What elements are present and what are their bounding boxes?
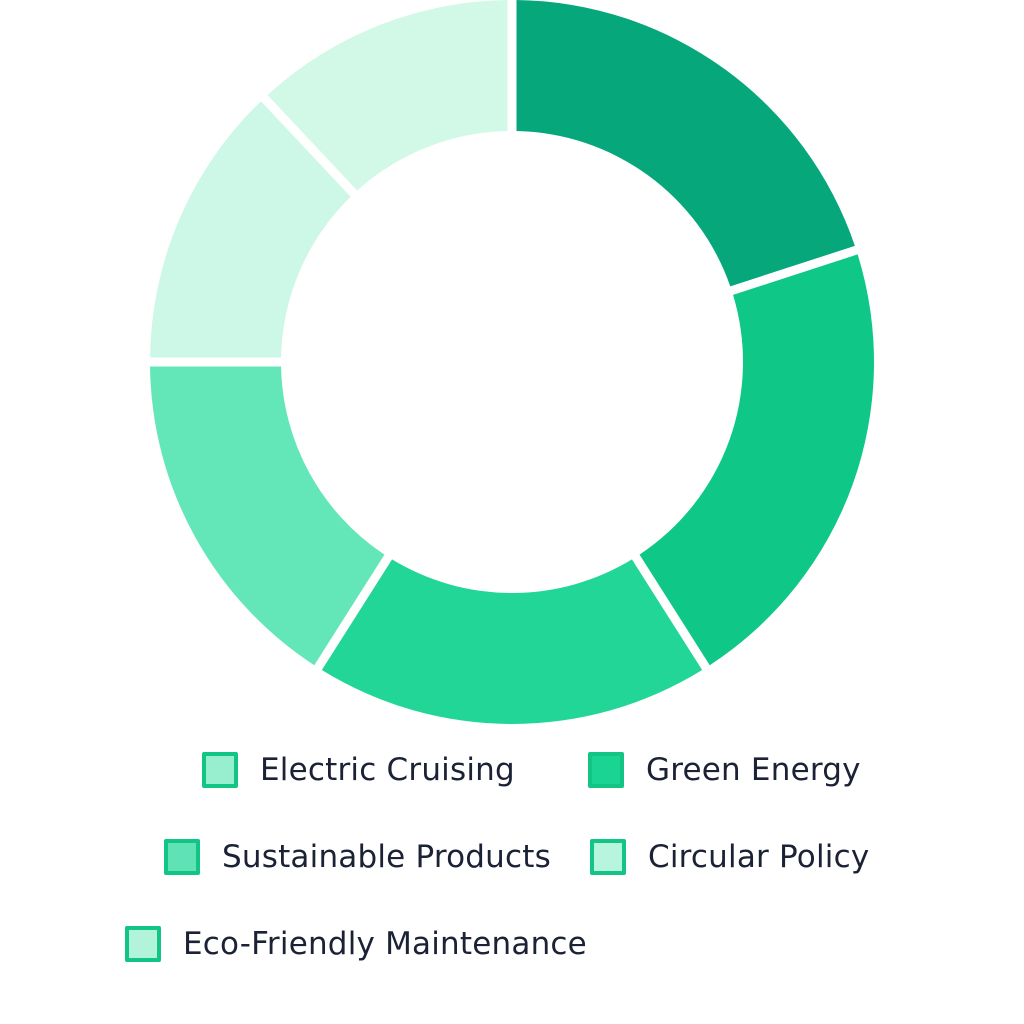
legend-item-circular-policy: Circular Policy xyxy=(590,835,869,879)
legend-item-green-energy: Green Energy xyxy=(588,748,861,792)
donut-slice-6 xyxy=(267,0,508,191)
legend-swatch-circular-policy xyxy=(590,839,626,875)
legend-swatch-electric-cruising xyxy=(202,752,238,788)
donut-slice-1 xyxy=(516,0,855,287)
donut-slice-4 xyxy=(150,366,385,666)
donut-slice-5 xyxy=(150,101,351,358)
donut-slice-3 xyxy=(321,559,703,724)
legend-label-circular-policy: Circular Policy xyxy=(648,839,870,875)
legend-label-electric-cruising: Electric Cruising xyxy=(260,752,515,788)
legend-item-eco-friendly-maintenance: Eco-Friendly Maintenance xyxy=(125,922,587,966)
legend-swatch-sustainable-products xyxy=(164,839,200,875)
legend-item-electric-cruising: Electric Cruising xyxy=(202,748,515,792)
legend-label-sustainable-products: Sustainable Products xyxy=(222,839,551,875)
donut-slice-2 xyxy=(639,254,875,666)
legend-item-sustainable-products: Sustainable Products xyxy=(164,835,551,879)
legend-swatch-eco-friendly-maintenance xyxy=(125,926,161,962)
legend-swatch-green-energy xyxy=(588,752,624,788)
legend-label-eco-friendly-maintenance: Eco-Friendly Maintenance xyxy=(183,926,587,962)
legend-label-green-energy: Green Energy xyxy=(646,752,861,788)
